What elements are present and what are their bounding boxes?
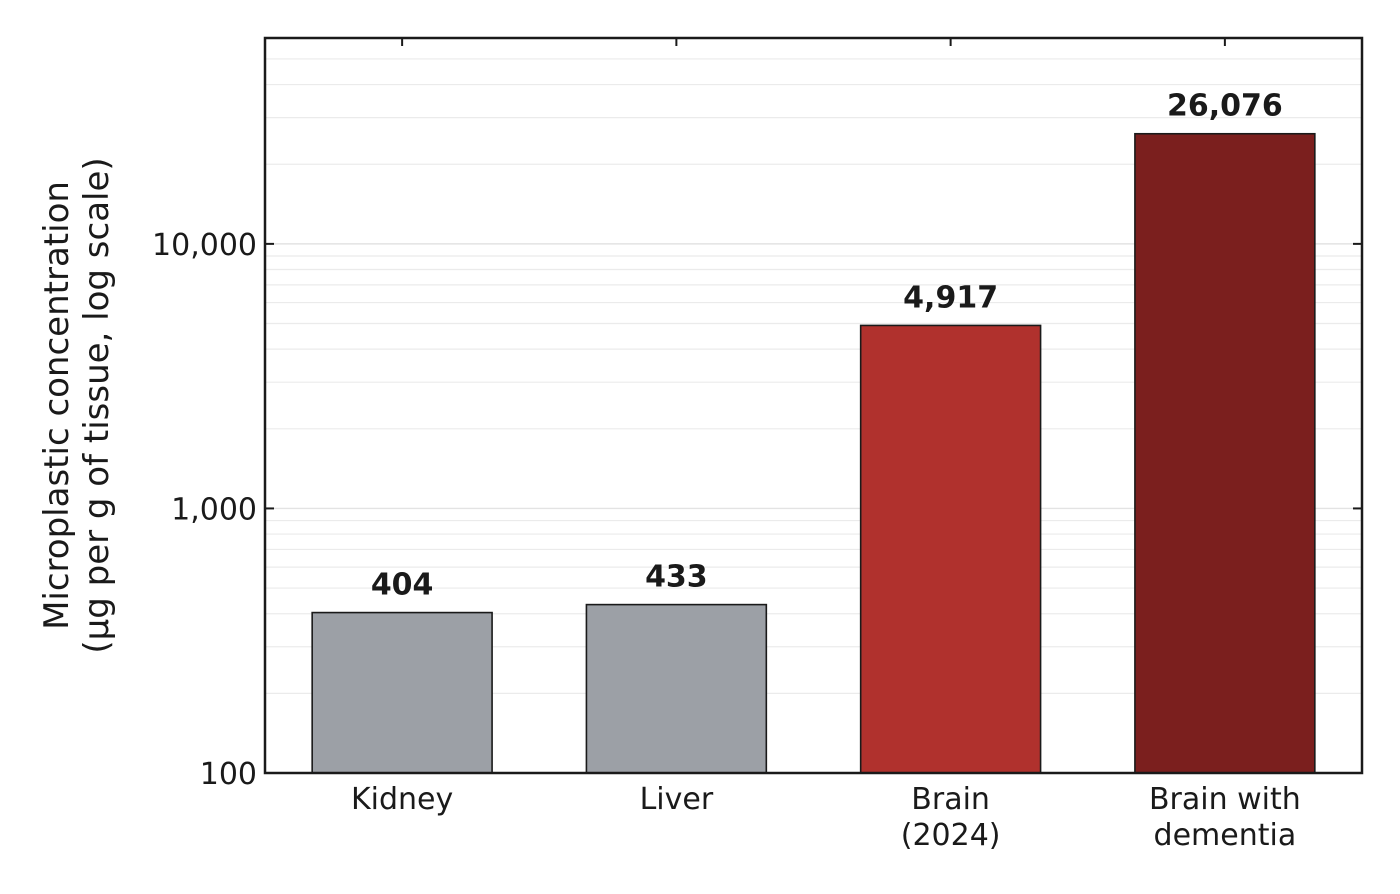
- y-tick-label: 100: [200, 757, 257, 792]
- bar: [1134, 132, 1316, 774]
- bar: [585, 603, 768, 774]
- data-label: 26,076: [1167, 89, 1283, 124]
- y-tick-label: 10,000: [152, 228, 257, 263]
- x-tick-label: Brain (2024): [901, 782, 1001, 853]
- y-axis-title: Microplastic concentration(µg per g of t…: [37, 157, 117, 653]
- data-label: 404: [371, 568, 434, 603]
- y-axis-title-group: Microplastic concentration(µg per g of t…: [37, 157, 117, 653]
- data-label: 4,917: [903, 280, 998, 315]
- data-label: 433: [645, 560, 708, 595]
- y-tick-label: 1,000: [171, 492, 257, 527]
- x-tick-label: Kidney: [351, 782, 453, 817]
- x-tick-label: Liver: [640, 782, 714, 817]
- bar: [311, 611, 493, 774]
- plot-frame: [263, 36, 1364, 775]
- x-tick-label: Brain with dementia: [1149, 782, 1301, 853]
- bar: [859, 324, 1042, 774]
